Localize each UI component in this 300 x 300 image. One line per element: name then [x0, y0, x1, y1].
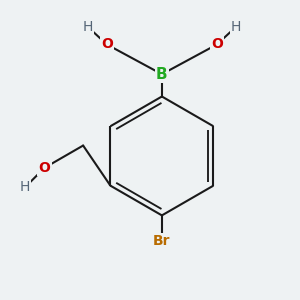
Text: Br: Br — [153, 234, 171, 248]
Text: O: O — [101, 38, 113, 52]
Text: H: H — [231, 20, 242, 34]
Text: B: B — [156, 67, 168, 82]
Text: H: H — [20, 180, 30, 194]
Text: O: O — [211, 38, 223, 52]
Text: H: H — [82, 20, 93, 34]
Text: O: O — [38, 161, 50, 175]
